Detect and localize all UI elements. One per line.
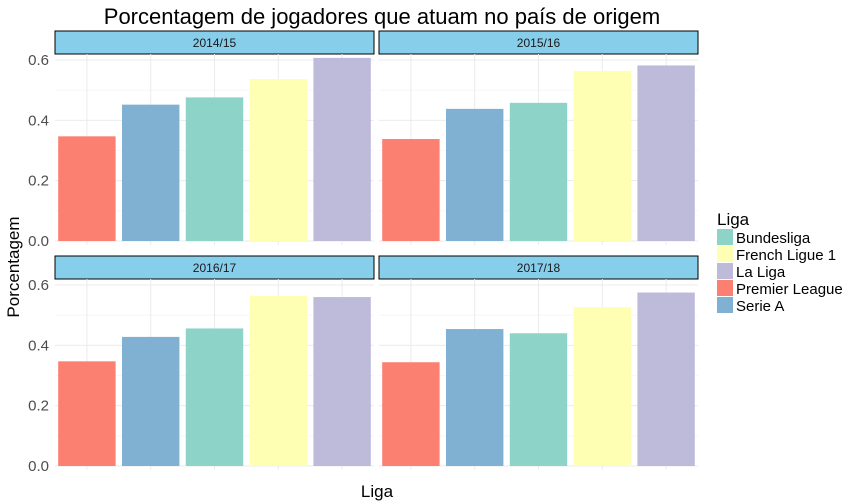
y-tick-label: 0.0 [28, 233, 49, 250]
legend-swatch [717, 297, 733, 313]
y-tick-label: 0.4 [28, 337, 49, 354]
y-tick-label: 0.4 [28, 112, 49, 129]
bar [509, 333, 568, 466]
bar [509, 102, 568, 241]
y-tick-label: 0.2 [28, 398, 49, 415]
legend-label: Bundesliga [736, 230, 811, 247]
bar [121, 104, 180, 241]
facet-strip-label: 2014/15 [193, 36, 237, 50]
legend-label: La Liga [736, 264, 786, 281]
bar [121, 336, 180, 466]
facet-strip-label: 2017/18 [517, 261, 561, 275]
facet-panel: 2016/17 0.0 0.2 0.4 0.6 [28, 255, 375, 475]
facet-strip-label: 2015/16 [517, 36, 561, 50]
bar [382, 362, 440, 466]
y-tick-label: 0.0 [28, 458, 49, 475]
bar [573, 307, 632, 466]
bar [58, 361, 116, 466]
bar [185, 328, 244, 466]
legend-title: Liga [717, 210, 750, 229]
facet-strip-label: 2016/17 [193, 261, 237, 275]
bar [637, 65, 695, 242]
bar [445, 329, 504, 466]
x-axis-title: Liga [361, 482, 394, 501]
bar [185, 97, 244, 241]
facet-panel: 2015/16 [378, 30, 699, 245]
bar [249, 79, 308, 241]
facet-panel: 2017/18 [378, 255, 699, 470]
bar [249, 295, 308, 466]
legend-swatch [717, 280, 733, 296]
bar [382, 139, 440, 241]
bar [573, 70, 632, 241]
y-tick-label: 0.2 [28, 173, 49, 190]
legend-swatch [717, 229, 733, 245]
legend-swatch [717, 246, 733, 262]
legend-label: Premier League [736, 281, 843, 298]
chart-title: Porcentagem de jogadores que atuam no pa… [104, 4, 660, 29]
y-tick-label: 0.6 [28, 52, 49, 69]
facet-panel: 2014/15 0.0 0.2 0.4 0.6 [28, 30, 375, 250]
y-tick-label: 0.6 [28, 277, 49, 294]
legend-label: French Ligue 1 [736, 247, 836, 264]
legend-label: Serie A [736, 298, 784, 315]
bar [58, 136, 116, 241]
bar [313, 57, 371, 241]
legend-swatch [717, 263, 733, 279]
facet-panels: 2014/15 0.0 0.2 0.4 0.6 2015/16 2016/17 0.0 0.2 0… [28, 30, 699, 475]
bar [637, 292, 695, 466]
bar [445, 108, 504, 242]
bar [313, 297, 371, 466]
y-axis-title: Porcentagem [4, 216, 23, 317]
